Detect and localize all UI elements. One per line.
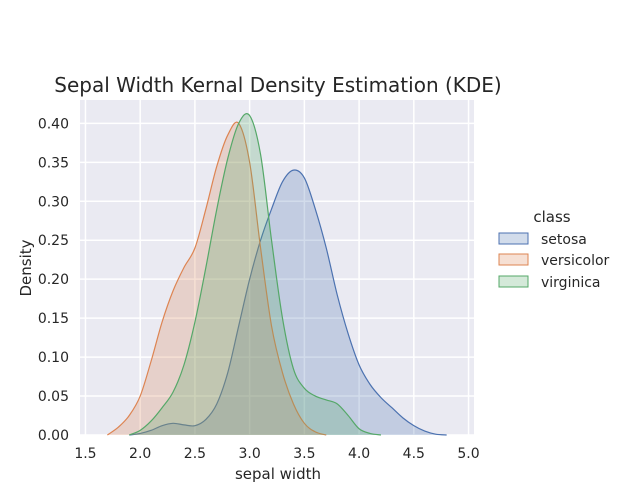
legend-label-setosa: setosa bbox=[541, 232, 587, 248]
legend-label-versicolor: versicolor bbox=[541, 253, 610, 269]
kde-area-virginica bbox=[129, 113, 381, 435]
legend-item-virginica: virginica bbox=[498, 275, 601, 291]
kde-line-virginica bbox=[129, 113, 382, 436]
y-tick-label: 0.30 bbox=[38, 194, 69, 210]
legend-title: class bbox=[533, 208, 570, 226]
chart-title: Sepal Width Kernal Density Estimation (K… bbox=[54, 73, 501, 97]
legend: class setosa versicolor virginica bbox=[498, 208, 610, 291]
y-tick-label: 0.40 bbox=[38, 116, 69, 132]
legend-label-virginica: virginica bbox=[541, 275, 601, 291]
x-tick-label: 4.5 bbox=[403, 446, 425, 462]
x-tick-label: 4.0 bbox=[348, 446, 370, 462]
legend-swatch-versicolor bbox=[498, 253, 529, 266]
y-tick-label: 0.15 bbox=[38, 311, 69, 327]
x-tick-label: 1.5 bbox=[74, 446, 96, 462]
x-axis-ticks: 1.5 2.0 2.5 3.0 3.5 4.0 4.5 5.0 bbox=[74, 446, 479, 462]
legend-item-setosa: setosa bbox=[498, 232, 587, 248]
y-axis-title: Density bbox=[17, 239, 35, 296]
kde-area-versicolor bbox=[107, 122, 327, 435]
x-tick-label: 5.0 bbox=[457, 446, 479, 462]
x-tick-label: 3.0 bbox=[239, 446, 261, 462]
grid-lines bbox=[80, 100, 474, 436]
x-tick-label: 3.5 bbox=[293, 446, 315, 462]
y-tick-label: 0.35 bbox=[38, 155, 69, 171]
kde-line-versicolor bbox=[107, 121, 327, 436]
x-axis-title: sepal width bbox=[235, 465, 321, 483]
x-tick-label: 2.5 bbox=[184, 446, 206, 462]
y-axis-ticks: 0.00 0.05 0.10 0.15 0.20 0.25 0.30 0.35 0.40 bbox=[38, 116, 69, 444]
y-tick-label: 0.05 bbox=[38, 389, 69, 405]
kde-series bbox=[107, 113, 447, 436]
legend-swatch-virginica bbox=[498, 275, 529, 288]
x-tick-label: 2.0 bbox=[129, 446, 151, 462]
y-tick-label: 0.25 bbox=[38, 233, 69, 249]
y-tick-label: 0.00 bbox=[38, 428, 69, 444]
kde-line-setosa bbox=[129, 169, 447, 436]
y-tick-label: 0.20 bbox=[38, 272, 69, 288]
legend-swatch-setosa bbox=[498, 232, 529, 245]
legend-item-versicolor: versicolor bbox=[498, 253, 610, 269]
kde-area-setosa bbox=[129, 170, 447, 435]
y-tick-label: 0.10 bbox=[38, 350, 69, 366]
